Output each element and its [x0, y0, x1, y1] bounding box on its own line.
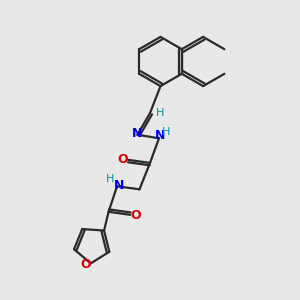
Text: N: N — [132, 127, 142, 140]
Text: O: O — [80, 258, 91, 272]
Text: H: H — [156, 107, 165, 118]
Text: H: H — [161, 127, 170, 137]
Text: N: N — [154, 129, 165, 142]
Text: H: H — [106, 174, 115, 184]
Text: O: O — [118, 153, 128, 166]
Text: N: N — [114, 179, 124, 192]
Text: O: O — [130, 209, 141, 222]
